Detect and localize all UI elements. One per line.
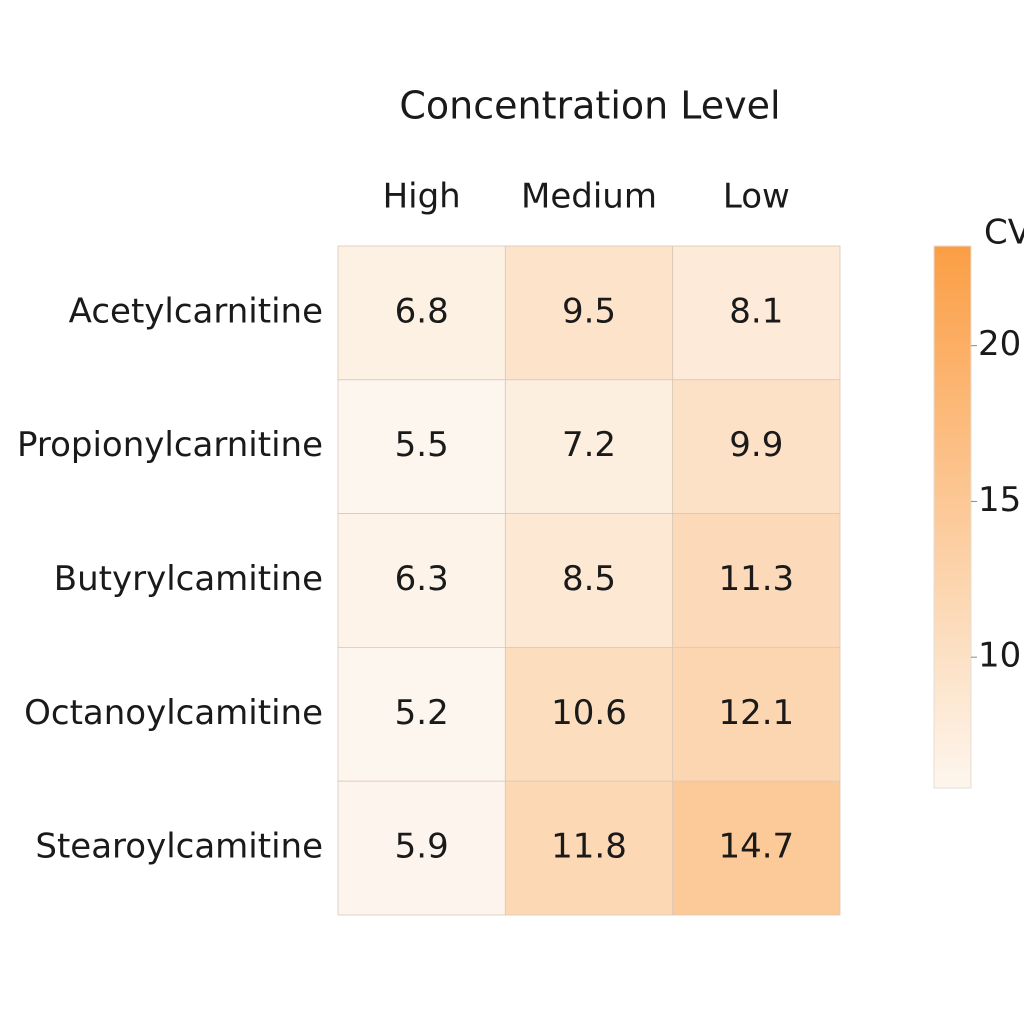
x-tick-label: High [383,177,461,217]
cell-label: 6.3 [395,559,449,599]
y-tick-label: Butyrylcamitine [54,559,323,599]
cell [672,780,841,916]
y-tick-label: Acetylcarnitine [69,291,323,331]
cell-label: 7.2 [562,425,616,465]
y-tick-label: Octanoylcamitine [24,693,323,733]
cell [337,379,506,514]
cell-label: 10.6 [551,693,627,733]
y-tick-label: Stearoylcamitine [35,827,323,867]
y-tick-label: Propionylcarnitine [17,425,323,465]
cell-label: 14.7 [718,827,794,867]
cell [504,780,674,916]
cell-label: 5.5 [395,425,449,465]
colorbar-tick-label: 20 [978,324,1021,364]
cell-label: 8.5 [562,559,616,599]
cell [504,513,674,648]
cell [504,379,674,514]
cell-label: 5.9 [395,827,449,867]
cell [672,647,841,782]
colorbar-tick-label: 15 [978,480,1021,520]
colorbar-tick-label: 10 [978,636,1021,676]
cell-label: 9.9 [729,425,783,465]
cell [672,379,841,514]
chart-title: Concentration Level [399,84,780,128]
x-tick-label: Low [723,177,790,217]
x-tick-label: Medium [521,177,657,217]
cell-label: 9.5 [562,291,616,331]
colorbar [933,245,972,789]
cell [504,245,674,381]
cell-label: 12.1 [718,693,794,733]
cell [337,647,506,782]
cell-label: 5.2 [395,693,449,733]
cell-label: 11.3 [718,559,794,599]
colorbar-label: CV [984,213,1024,253]
cell-label: 6.8 [395,291,449,331]
cell-label: 8.1 [729,291,783,331]
cell-label: 11.8 [551,827,627,867]
cell [337,513,506,648]
cell [672,245,841,381]
cell [337,780,506,916]
cell [337,245,506,381]
